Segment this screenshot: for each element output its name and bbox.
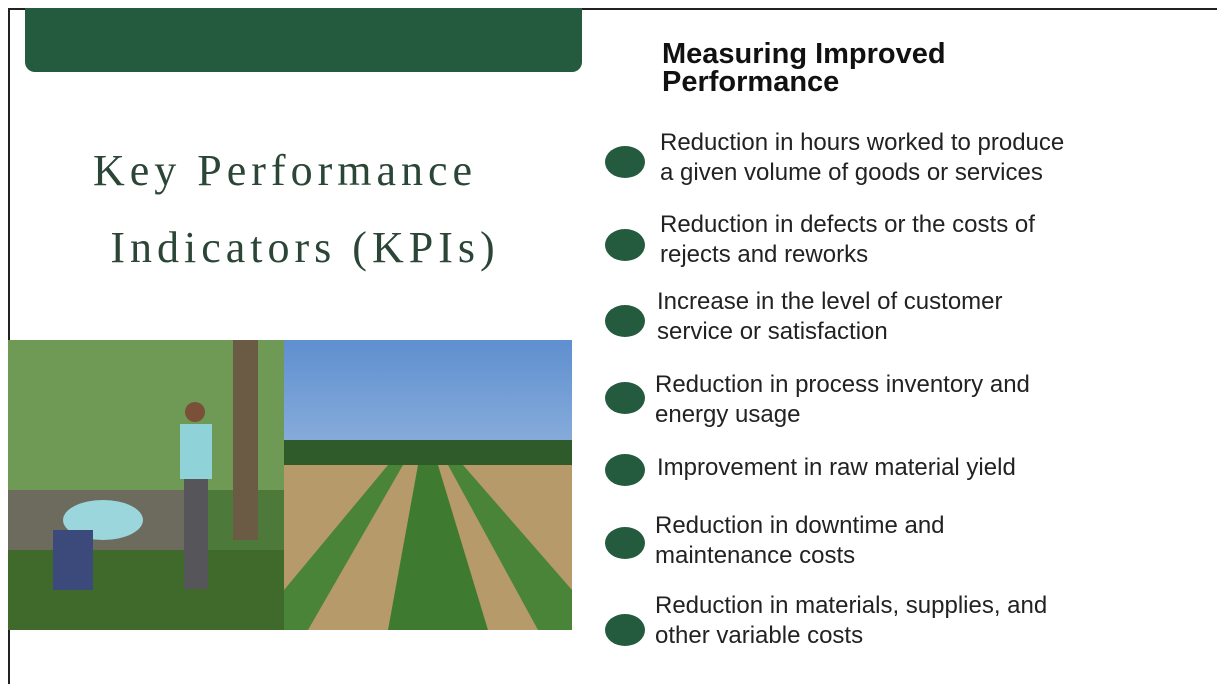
bullet-text: Reduction in defects or the costs of [660,210,1035,240]
bullet-dot [605,229,645,261]
bullet-text: Reduction in hours worked to produce [660,128,1064,158]
bullet-text: Reduction in materials, supplies, and [655,591,1047,621]
bullet-text: service or satisfaction [657,317,888,347]
bullet-text: maintenance costs [655,541,855,571]
bullet-text: Improvement in raw material yield [657,453,1016,483]
bullet-text: Reduction in process inventory and [655,370,1030,400]
bullet-text: Reduction in downtime and [655,511,945,541]
bullet-text: other variable costs [655,621,863,651]
bullet-dot [605,305,645,337]
slide: Key Performance Indicators (KPIs) Measur… [0,0,1217,684]
bullet-text: rejects and reworks [660,240,868,270]
heading-line: Performance [662,66,839,98]
photos [8,340,572,630]
bullet-dot [605,382,645,414]
bullet-dot [605,527,645,559]
bullet-dot [605,614,645,646]
header-bar [25,8,582,72]
title-line: Indicators (KPIs) [40,222,570,273]
bullet-dot [605,146,645,178]
title-line: Key Performance [20,145,550,196]
bullet-text: energy usage [655,400,800,430]
bullet-text: Increase in the level of customer [657,287,1003,317]
bullet-dot [605,454,645,486]
bullet-text: a given volume of goods or services [660,158,1043,188]
